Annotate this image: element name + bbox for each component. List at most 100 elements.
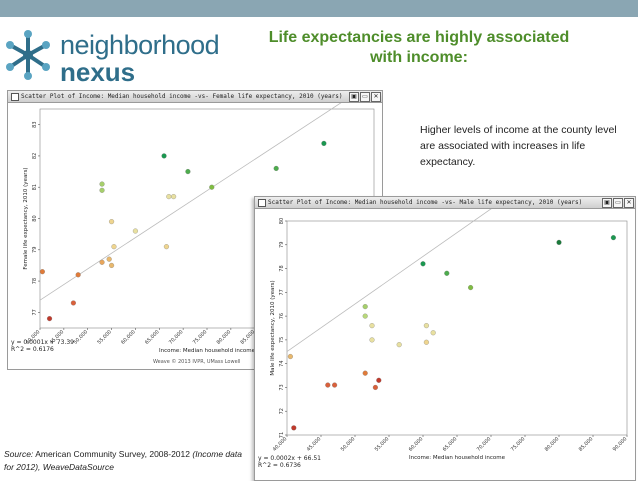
data-point (556, 239, 562, 245)
data-point (99, 187, 105, 193)
regression-line (39, 103, 342, 301)
regression-info: y = 0.0001x + 73.39 R^2 = 0.6176 (11, 339, 74, 353)
y-tick-label: 77 (32, 309, 38, 315)
data-point (171, 194, 177, 200)
x-tick-label: 60,000 (408, 436, 425, 453)
x-tick-label: 50,000 (73, 329, 90, 346)
data-point (39, 269, 45, 275)
slide-title-line-1: Life expectancies are highly associated (268, 29, 570, 46)
x-tick-label: 60,000 (120, 329, 137, 346)
data-point (109, 219, 115, 225)
data-point (291, 425, 297, 431)
y-tick-label: 82 (32, 153, 38, 159)
x-tick-label: 55,000 (374, 436, 391, 453)
data-point (396, 342, 402, 348)
data-point (362, 370, 368, 376)
x-tick-label: 65,000 (144, 329, 161, 346)
data-point (106, 256, 112, 262)
data-point (287, 353, 293, 360)
data-point (46, 316, 53, 322)
y-tick-label: 71 (279, 432, 285, 438)
y-tick-label: 74 (279, 360, 285, 366)
data-point (376, 377, 382, 383)
data-point (430, 330, 436, 336)
source-note: Source: American Community Survey, 2008-… (4, 448, 254, 474)
restore-button[interactable]: ▣ (349, 92, 359, 102)
y-tick-label: 73 (279, 384, 285, 390)
window-title-bar[interactable]: Scatter Plot of Income: Median household… (255, 197, 635, 209)
x-tick-label: 55,000 (96, 329, 113, 346)
y-tick-label: 79 (32, 247, 38, 253)
window-app-icon (258, 199, 266, 207)
x-tick-label: 65,000 (442, 436, 459, 453)
x-tick-label: 85,000 (578, 436, 595, 453)
y-tick-label: 75 (279, 337, 285, 343)
weave-credit: Weave © 2013 IVPR, UMass Lowell (153, 359, 241, 365)
data-point (369, 323, 375, 329)
logo-star-icon (6, 30, 50, 80)
source-text: American Community Survey, 2008-2012 (33, 449, 193, 459)
restore-button[interactable]: ▣ (602, 198, 612, 208)
data-point (420, 261, 426, 267)
data-point (372, 384, 378, 390)
annotation-text: Higher levels of income at the county le… (420, 124, 617, 168)
data-point (369, 337, 375, 343)
data-point (321, 140, 327, 146)
window-app-icon (11, 93, 19, 101)
close-button[interactable]: ✕ (371, 92, 381, 102)
x-tick-label: 70,000 (476, 436, 493, 453)
slide-title: Life expectancies are highly associated … (238, 28, 600, 68)
window-title: Scatter Plot of Income: Median household… (21, 93, 343, 100)
x-tick-label: 80,000 (216, 329, 233, 346)
x-axis-label: Income: Median household income (159, 348, 256, 354)
data-point (111, 244, 117, 250)
data-point (423, 323, 429, 329)
close-button[interactable]: ✕ (624, 198, 634, 208)
y-tick-label: 79 (279, 242, 285, 248)
regression-info: y = 0.0002x + 66.51 R^2 = 0.6736 (258, 455, 321, 469)
y-tick-label: 78 (32, 278, 38, 284)
data-point (468, 285, 474, 291)
y-axis-label: Male life expectancy, 2010 (years) (270, 280, 276, 375)
y-tick-label: 76 (279, 313, 285, 319)
neighborhood-nexus-logo: neighborhood nexus (6, 26, 220, 87)
x-tick-label: 90,000 (612, 436, 629, 453)
window-title: Scatter Plot of Income: Median household… (268, 199, 583, 206)
data-point (423, 339, 429, 345)
data-point (166, 194, 172, 200)
data-point (362, 313, 368, 319)
top-banner (0, 0, 638, 17)
plot-area (286, 220, 628, 436)
data-point (99, 181, 105, 187)
regression-equation: y = 0.0001x + 73.39 (11, 339, 74, 346)
x-tick-label: 70,000 (168, 329, 185, 346)
y-tick-label: 72 (279, 408, 285, 414)
r-squared: R^2 = 0.6736 (258, 462, 301, 469)
y-tick-label: 80 (279, 218, 285, 224)
x-tick-label: 75,000 (192, 329, 209, 346)
data-point (209, 184, 215, 190)
data-point (75, 272, 81, 278)
y-tick-label: 80 (32, 215, 38, 221)
scatter-window-male[interactable]: Scatter Plot of Income: Median household… (254, 196, 636, 481)
regression-equation: y = 0.0002x + 66.51 (258, 455, 321, 462)
data-point (444, 270, 450, 276)
logo-text-neighborhood: neighborhood (60, 30, 220, 60)
x-tick-label: 75,000 (510, 436, 527, 453)
data-point (99, 259, 105, 265)
slide-title-line-2: with income: (370, 49, 468, 66)
r-squared: R^2 = 0.6176 (11, 346, 54, 353)
x-tick-label: 50,000 (340, 436, 357, 453)
y-axis-label: Female life expectancy, 2010 (years) (23, 167, 29, 269)
x-tick-label: 80,000 (544, 436, 561, 453)
maximize-button[interactable]: ▭ (360, 92, 370, 102)
y-tick-label: 78 (279, 265, 285, 271)
data-point (109, 262, 115, 268)
x-tick-label: 45,000 (306, 436, 323, 453)
data-point (325, 382, 331, 388)
maximize-button[interactable]: ▭ (613, 198, 623, 208)
window-title-bar[interactable]: Scatter Plot of Income: Median household… (8, 91, 382, 103)
y-tick-label: 81 (32, 184, 38, 190)
data-point (362, 304, 368, 310)
